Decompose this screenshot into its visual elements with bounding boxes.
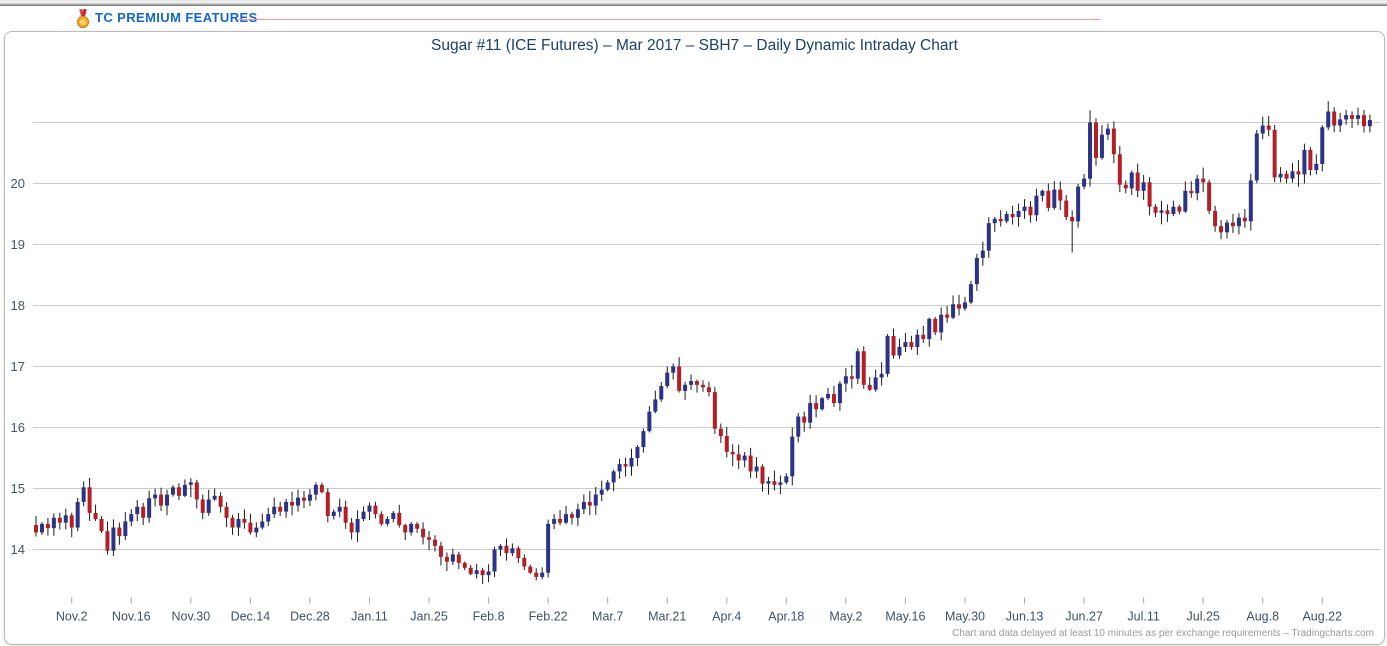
x-axis-label: May.2 (829, 610, 862, 624)
x-axis-label: Jun.27 (1065, 610, 1103, 624)
x-axis-label: Jul.11 (1127, 610, 1159, 624)
x-axis-label: Apr.4 (712, 610, 741, 624)
x-axis-label: Jul.25 (1187, 610, 1220, 624)
chart-footnote: Chart and data delayed at least 10 minut… (952, 628, 1374, 639)
x-axis-label: Mar.21 (648, 610, 686, 624)
x-axis-label: Feb.22 (529, 610, 568, 624)
y-axis-label: 16 (11, 420, 25, 435)
x-axis-labels: Nov.2 Nov.16 Nov.30 Dec.14 Dec.28 Jan.11 Jan.2… (56, 610, 1342, 624)
candlestick-chart: 14 15 16 17 18 19 20 Nov.2 Nov.16 Nov.30 Dec.14 Dec… (11, 101, 1381, 624)
y-axis-label: 20 (11, 176, 25, 191)
x-axis-label: May.16 (885, 610, 925, 624)
x-axis-label: Aug.22 (1302, 610, 1342, 624)
chart-panel: Sugar #11 (ICE Futures) – Mar 2017 – SBH… (4, 31, 1385, 645)
premium-features-link[interactable]: TC PREMIUM FEATURES (95, 10, 258, 25)
x-axis-label: Nov.2 (56, 610, 88, 624)
x-axis-label: Apr.18 (768, 610, 804, 624)
x-axis-label: Nov.30 (171, 610, 210, 624)
premium-header: TC PREMIUM FEATURES (0, 6, 1387, 31)
y-axis-label: 17 (11, 359, 25, 374)
x-axis-ticks (71, 597, 1323, 604)
x-axis-label: Jun.13 (1006, 610, 1044, 624)
x-axis-label: May.30 (945, 610, 985, 624)
x-axis-label: Nov.16 (112, 610, 151, 624)
x-axis-label: Jan.25 (410, 610, 448, 624)
y-axis-label: 19 (11, 237, 25, 252)
y-axis-label: 18 (11, 298, 25, 313)
y-axis-label: 14 (11, 542, 25, 557)
header-divider-line (238, 19, 1100, 20)
chart-title: Sugar #11 (ICE Futures) – Mar 2017 – SBH… (431, 37, 958, 54)
x-axis-label: Mar.7 (592, 610, 623, 624)
premium-medal-icon (75, 8, 91, 29)
page-top-border (0, 0, 1387, 6)
x-axis-label: Dec.14 (231, 610, 271, 624)
y-axis-label: 15 (11, 481, 25, 496)
x-axis-label: Feb.8 (473, 610, 505, 624)
candles (34, 101, 1372, 584)
y-axis-labels: 14 15 16 17 18 19 20 (11, 176, 25, 557)
gridlines (33, 122, 1381, 550)
x-axis-label: Jan.11 (351, 610, 388, 624)
x-axis-label: Dec.28 (290, 610, 330, 624)
x-axis-label: Aug.8 (1246, 610, 1279, 624)
